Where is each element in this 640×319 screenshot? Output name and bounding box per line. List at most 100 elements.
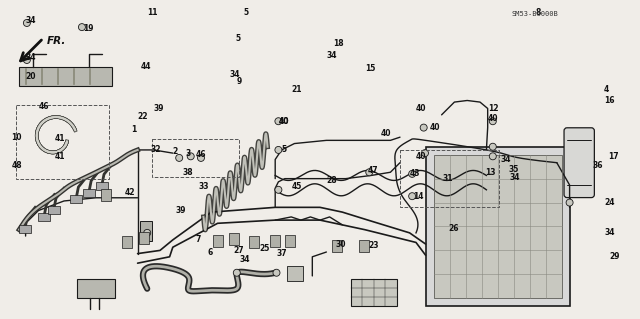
Circle shape [275, 118, 282, 125]
Text: 5: 5 [243, 8, 248, 17]
Text: 14: 14 [413, 192, 424, 201]
Text: 41: 41 [54, 152, 65, 161]
FancyBboxPatch shape [564, 128, 595, 197]
Text: 16: 16 [604, 96, 614, 105]
Text: 13: 13 [485, 168, 495, 177]
Bar [400, 150, 499, 207]
Text: 5: 5 [236, 34, 241, 43]
Bar [83, 189, 95, 197]
Text: 12: 12 [488, 104, 498, 113]
Text: 42: 42 [125, 189, 135, 197]
Bar [38, 212, 51, 221]
Circle shape [366, 169, 372, 176]
Circle shape [273, 269, 280, 276]
Text: 26: 26 [448, 224, 458, 233]
Text: 40: 40 [430, 123, 440, 132]
Text: 36: 36 [593, 161, 603, 170]
Circle shape [144, 229, 150, 236]
Bar [139, 232, 149, 244]
Bar [287, 266, 303, 281]
Text: 20: 20 [26, 72, 36, 81]
Circle shape [24, 19, 30, 26]
Text: 48: 48 [12, 161, 22, 170]
Circle shape [176, 154, 182, 161]
Text: 45: 45 [291, 182, 301, 191]
Circle shape [275, 146, 282, 153]
Bar [70, 195, 83, 203]
Bar [48, 206, 60, 214]
Circle shape [409, 193, 415, 200]
Circle shape [566, 199, 573, 206]
Text: 32: 32 [150, 145, 161, 154]
Text: 35: 35 [509, 165, 519, 174]
Text: 34: 34 [500, 155, 511, 164]
Bar [16, 105, 109, 179]
Text: 39: 39 [154, 104, 164, 113]
Text: 6: 6 [208, 248, 213, 256]
Text: 1: 1 [131, 125, 136, 134]
Text: 22: 22 [138, 112, 148, 121]
Text: 46: 46 [38, 102, 49, 111]
Text: 8: 8 [535, 8, 540, 17]
Circle shape [409, 170, 415, 177]
Text: 28: 28 [326, 176, 337, 185]
Text: 30: 30 [336, 240, 346, 249]
Bar [434, 155, 562, 298]
Text: SM53-B6000B: SM53-B6000B [512, 11, 559, 17]
Text: 21: 21 [291, 85, 301, 94]
Text: FR.: FR. [46, 36, 66, 46]
Bar [270, 235, 280, 247]
Text: 41: 41 [54, 134, 65, 143]
Text: 47: 47 [367, 166, 378, 175]
Circle shape [188, 153, 194, 160]
Text: 25: 25 [259, 244, 269, 253]
Bar [19, 67, 112, 86]
Text: 2: 2 [173, 147, 178, 156]
Text: 37: 37 [276, 249, 287, 258]
Text: 27: 27 [234, 246, 244, 255]
Bar [96, 182, 108, 190]
Bar [212, 235, 223, 247]
Bar [100, 189, 111, 201]
Text: 34: 34 [240, 256, 250, 264]
Text: 31: 31 [443, 174, 453, 183]
Text: 34: 34 [509, 173, 520, 182]
Text: 44: 44 [141, 63, 151, 71]
Circle shape [79, 24, 85, 31]
Text: 40: 40 [381, 130, 391, 138]
Bar [152, 139, 239, 177]
Text: 40: 40 [279, 117, 289, 126]
Circle shape [24, 56, 30, 63]
Text: 19: 19 [83, 24, 93, 33]
Text: 40: 40 [488, 114, 498, 122]
Bar [19, 225, 31, 234]
Bar [426, 147, 570, 306]
Text: 11: 11 [147, 8, 157, 17]
Bar [332, 240, 342, 252]
Bar [249, 236, 259, 249]
Text: 5: 5 [282, 145, 287, 154]
Bar [140, 221, 152, 241]
Bar [351, 279, 397, 306]
Circle shape [275, 186, 282, 193]
Text: 18: 18 [333, 39, 344, 48]
Bar [228, 233, 239, 245]
Text: 4: 4 [604, 85, 609, 94]
Text: 46: 46 [195, 150, 205, 159]
Text: 34: 34 [604, 228, 614, 237]
Text: 34: 34 [26, 53, 36, 62]
Text: 34: 34 [26, 16, 36, 25]
Text: 43: 43 [410, 169, 420, 178]
Circle shape [422, 150, 428, 157]
Text: 9: 9 [237, 77, 242, 86]
Text: 38: 38 [182, 168, 193, 177]
Text: 33: 33 [198, 182, 209, 191]
Text: 40: 40 [416, 104, 426, 113]
Bar [77, 279, 115, 298]
Circle shape [234, 269, 240, 276]
Text: 3: 3 [186, 149, 191, 158]
Text: 39: 39 [176, 206, 186, 215]
Text: 10: 10 [12, 133, 22, 142]
Text: 40: 40 [279, 117, 289, 126]
Text: 23: 23 [368, 241, 378, 250]
